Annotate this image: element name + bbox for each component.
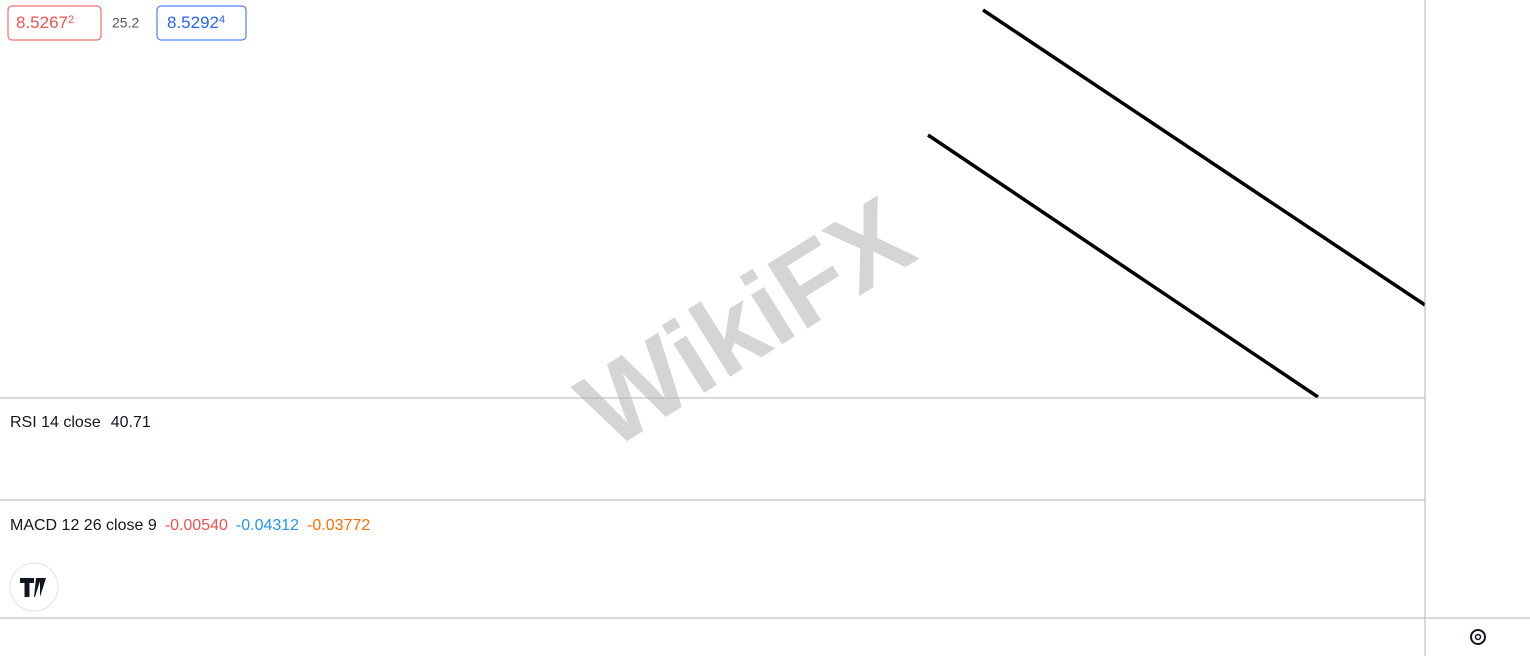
tv-logo[interactable] <box>9 562 59 612</box>
ask: 8.52924 <box>167 13 225 32</box>
ask-box[interactable] <box>156 5 247 41</box>
trend-line <box>982 8 1426 307</box>
macd-legend: MACD 12 26 close 9 -0.00540 -0.04312 -0.037… <box>10 517 370 534</box>
spread: 25.2 <box>112 15 139 31</box>
bid-box[interactable] <box>7 5 102 41</box>
settings-icon[interactable] <box>1470 629 1486 645</box>
bid: 8.52672 <box>16 13 74 32</box>
rsi-legend: RSI 14 close 40.71 <box>10 414 151 431</box>
watermark: WikiFX <box>558 174 933 472</box>
trend-line <box>927 133 1319 399</box>
